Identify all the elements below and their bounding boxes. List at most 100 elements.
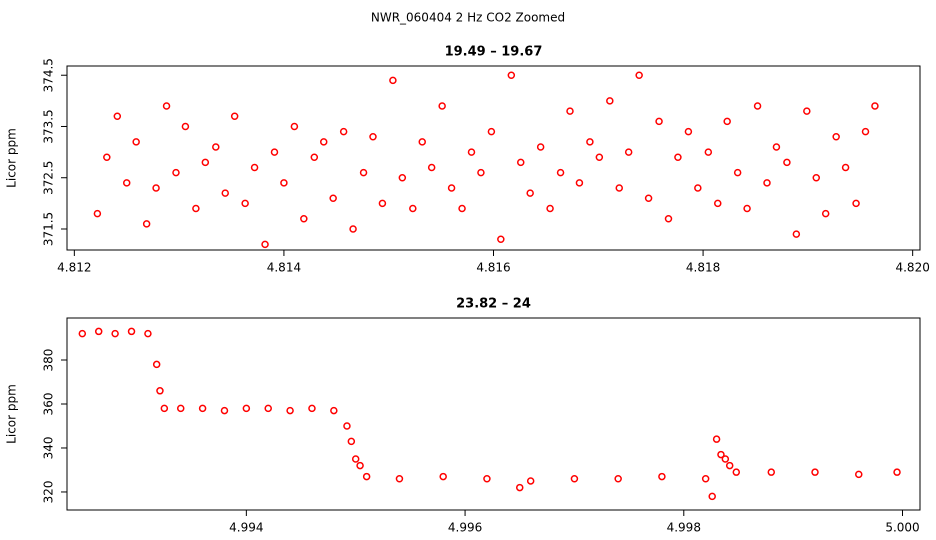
point [438, 102, 446, 110]
point [624, 148, 633, 156]
point [343, 422, 351, 430]
point [127, 327, 136, 336]
point [156, 387, 164, 395]
point [714, 199, 722, 208]
point [122, 179, 131, 187]
point [712, 435, 721, 443]
point [347, 437, 356, 446]
point [264, 404, 272, 413]
point [732, 468, 741, 476]
point [635, 71, 643, 79]
point [515, 483, 524, 492]
point [684, 127, 693, 136]
point [362, 472, 371, 481]
x-tick-label: 4.812 [57, 261, 91, 275]
point [160, 404, 169, 413]
point [230, 112, 239, 120]
point [78, 329, 87, 338]
point [674, 153, 682, 161]
point [526, 477, 535, 485]
point [792, 230, 801, 238]
point [111, 329, 119, 338]
point [595, 153, 604, 161]
y-tick-label: 320 [42, 481, 56, 504]
y-tick-label: 371.5 [42, 212, 56, 246]
point [767, 468, 776, 476]
point [212, 143, 220, 151]
point [308, 404, 316, 413]
point [192, 204, 200, 213]
point [447, 184, 456, 192]
point [615, 184, 623, 192]
point [811, 468, 819, 476]
point [606, 97, 614, 105]
plot-box [66, 317, 921, 511]
point [753, 102, 762, 110]
point [841, 163, 850, 172]
chart-title: 23.82 – 24 [456, 297, 531, 312]
point [507, 71, 516, 79]
point [221, 189, 229, 197]
point [439, 472, 447, 481]
point [664, 214, 673, 223]
point [113, 112, 122, 120]
y-axis-label: Licor ppm [5, 384, 19, 444]
point [172, 168, 180, 177]
point [575, 179, 584, 187]
plot-box [66, 65, 921, 251]
point [176, 404, 185, 413]
x-tick-label: 4.998 [667, 521, 701, 535]
point [644, 194, 653, 202]
point [772, 143, 781, 151]
point [395, 475, 404, 483]
point [803, 107, 811, 115]
point [300, 214, 308, 223]
point [330, 406, 338, 415]
x-tick-label: 4.816 [476, 261, 510, 275]
point [280, 179, 288, 187]
point [708, 492, 716, 501]
point [733, 168, 742, 177]
x-tick-label: 4.996 [448, 521, 482, 535]
point [201, 158, 210, 167]
x-tick-label: 4.820 [895, 261, 929, 275]
point [570, 475, 579, 483]
point [144, 329, 152, 338]
point [162, 102, 171, 110]
point [132, 138, 140, 146]
point [821, 209, 830, 218]
point [546, 204, 554, 213]
y-axis-label: Licor ppm [5, 128, 19, 188]
point [467, 148, 476, 156]
y-tick-label: 374.5 [42, 58, 56, 92]
point [359, 168, 368, 177]
point [270, 148, 279, 156]
point [220, 406, 229, 415]
point [526, 189, 534, 197]
x-tick-label: 4.818 [686, 261, 720, 275]
point [861, 127, 870, 136]
point [536, 143, 545, 151]
point [487, 127, 496, 136]
point [783, 158, 791, 167]
point [566, 107, 574, 115]
point [339, 127, 348, 136]
point [725, 461, 734, 470]
point [103, 153, 111, 161]
point [694, 184, 702, 192]
point [389, 76, 397, 85]
point [242, 404, 251, 413]
point [349, 225, 357, 233]
point [701, 475, 710, 483]
point [893, 468, 901, 476]
point [723, 117, 731, 126]
point [832, 132, 840, 141]
y-tick-label: 372.5 [42, 161, 56, 195]
point [378, 199, 387, 208]
point [152, 184, 160, 192]
point [458, 204, 466, 213]
point [369, 132, 377, 141]
y-tick-label: 340 [42, 437, 56, 460]
point [614, 475, 622, 483]
